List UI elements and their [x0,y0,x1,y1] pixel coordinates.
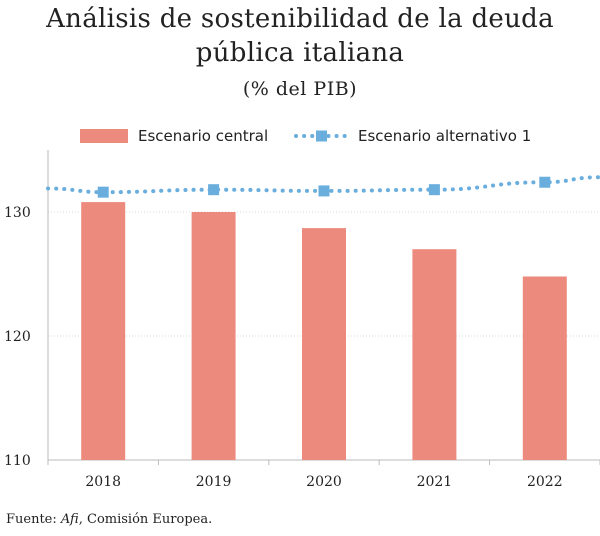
legend-marker-escenario-alternativo-1 [316,130,327,142]
source-note: Fuente: Afi, Comisión Europea. [6,512,212,527]
source-rest: Comisión Europea. [87,512,213,527]
bar-2021 [412,249,457,460]
y-tick-label: 110 [4,453,31,469]
source-prefix: Fuente: [6,512,61,527]
y-tick-label: 120 [4,329,31,345]
x-tick-label: 2018 [85,474,121,490]
chart-title-line-1: Análisis de sostenibilidad de la deuda [46,4,554,34]
legend-label-escenario-central: Escenario central [138,127,268,145]
bar-2018 [81,202,126,460]
x-tick-label: 2019 [196,474,232,490]
source-separator: , [78,512,87,527]
bar-2022 [522,276,567,460]
legend-label-escenario-alternativo-1: Escenario alternativo 1 [358,127,531,145]
x-tick-label: 2020 [306,474,342,490]
chart-area: 110 120 130 2018 2019 2020 2021 2022 Escenario c… [4,127,600,490]
x-tick-label: 2021 [417,474,453,490]
point-2022 [539,176,551,188]
bar-2019 [191,212,236,460]
point-2020 [318,185,330,197]
chart-subtitle: (% del PIB) [242,78,358,100]
legend-swatch-escenario-central [80,129,128,143]
point-2019 [208,184,220,196]
source-afi: Afi [60,512,79,527]
point-2018 [97,186,109,198]
point-2021 [428,184,440,196]
x-tick-label: 2022 [527,474,563,490]
bar-2020 [302,228,346,460]
y-tick-label: 130 [4,205,31,221]
chart-title-line-2: pública italiana [195,38,405,68]
